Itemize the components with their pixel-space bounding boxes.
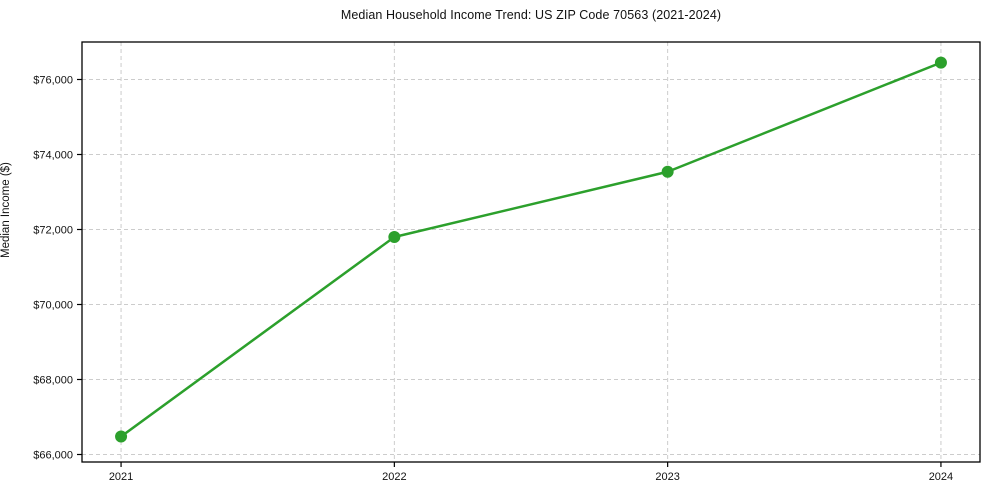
data-point-2022 [388, 231, 401, 243]
plot-border [81, 41, 981, 463]
data-point-2024 [934, 56, 947, 69]
x-tick-label: 2024 [929, 471, 953, 483]
x-tick-label: 2023 [655, 471, 679, 483]
x-tick-label: 2021 [109, 471, 133, 483]
y-tick-label: $72,000 [33, 225, 73, 237]
data-point-2021 [115, 430, 128, 443]
chart-title: Median Household Income Trend: US ZIP Co… [340, 8, 722, 22]
data-point-2023 [661, 165, 674, 178]
y-tick-label: $76,000 [33, 75, 73, 87]
x-tick-label: 2022 [382, 471, 406, 483]
income-trend-line [119, 61, 943, 438]
y-tick-label: $70,000 [33, 300, 73, 312]
y-tick-label: $74,000 [33, 150, 73, 162]
y-tick-label: $66,000 [33, 450, 73, 462]
y-tick-label: $68,000 [33, 375, 73, 387]
